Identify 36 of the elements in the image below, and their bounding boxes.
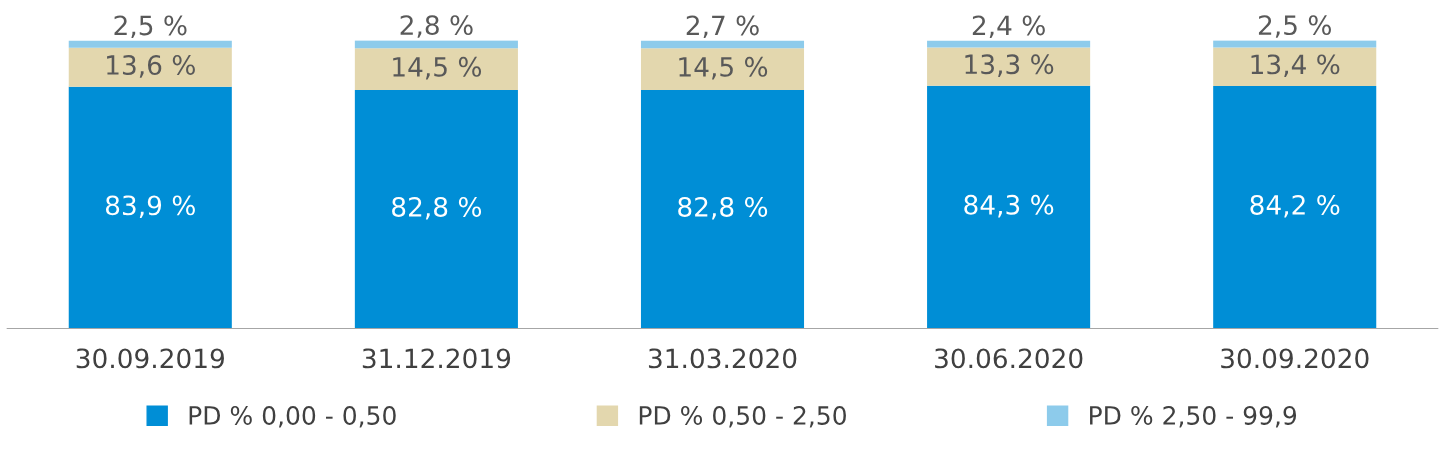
data-label: 84,2 % [1250, 194, 1340, 218]
data-label: 82,8 % [678, 196, 768, 220]
data-label: 2,7 % [686, 15, 759, 39]
data-label: 13,4 % [1251, 54, 1340, 78]
data-label: 14,5 % [679, 56, 768, 80]
data-label: 83,9 % [105, 195, 195, 219]
bar [927, 85, 1091, 329]
x-tick-label: 30.06.2020 [935, 348, 1083, 369]
bar [640, 40, 805, 49]
legend-label: PD % 0,50 - 2,50 [639, 406, 846, 428]
bar [1213, 86, 1377, 329]
bar [68, 86, 232, 329]
bar [354, 90, 518, 329]
data-label: 2,5 % [1258, 15, 1331, 38]
data-label: 14,5 % [393, 56, 482, 80]
x-tick-label: 31.03.2020 [648, 348, 797, 369]
data-label: 13,3 % [965, 54, 1054, 77]
bar [68, 40, 232, 48]
bar [640, 48, 805, 91]
x-tick-label: 31.12.2019 [362, 348, 511, 369]
data-label: 2,5 % [114, 15, 187, 39]
data-label: 82,8 % [392, 196, 482, 220]
bar [640, 90, 805, 329]
bar [68, 47, 232, 87]
x-tick-label: 30.09.2020 [1221, 348, 1369, 369]
data-label: 84,3 % [964, 194, 1054, 218]
data-label: 13,6 % [107, 54, 195, 78]
data-label: 2,8 % [400, 15, 473, 38]
data-label: 2,4 % [972, 15, 1045, 39]
legend-label: PD % 0,00 - 0,50 [189, 406, 396, 428]
bar [927, 47, 1091, 86]
legend-label: PD % 2,50 - 99,9 [1090, 406, 1297, 428]
bar [1213, 47, 1377, 86]
bar [354, 40, 518, 49]
x-tick-label: 30.09.2019 [76, 348, 224, 369]
bar [354, 48, 518, 91]
